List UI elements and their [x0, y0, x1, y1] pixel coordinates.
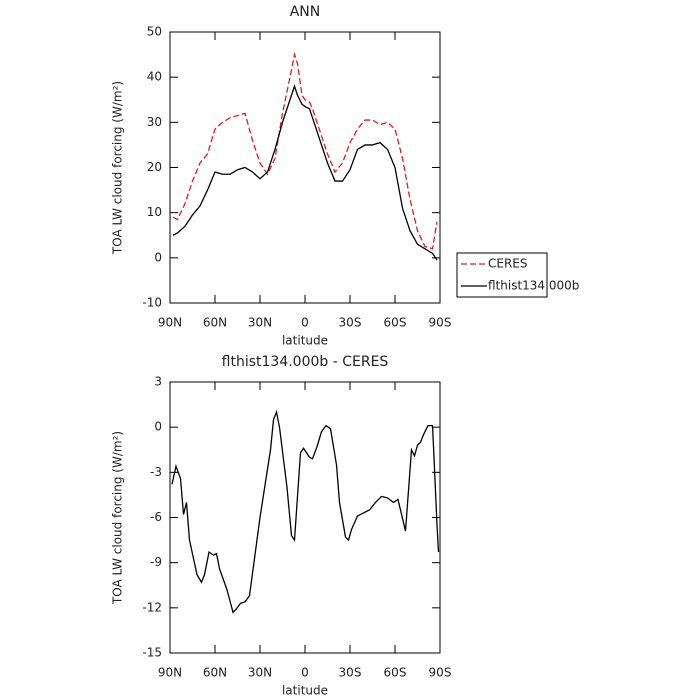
- x-axis-label: latitude: [282, 334, 328, 348]
- data-line: [172, 84, 438, 261]
- x-tick-label: 30S: [339, 666, 362, 680]
- y-tick-label: -9: [150, 555, 162, 569]
- y-tick-label: -12: [142, 600, 162, 614]
- x-tick-label: 60N: [203, 666, 227, 680]
- y-tick-label: 30: [147, 115, 162, 129]
- data-line: [171, 409, 440, 614]
- x-tick-label: 90N: [158, 666, 182, 680]
- x-tick-label: 90S: [429, 316, 452, 330]
- x-tick-label: 30S: [339, 316, 362, 330]
- chart-title: ANN: [290, 4, 321, 20]
- legend-label: flthist134.000b: [488, 279, 579, 293]
- chart-title: flthist134.000b - CERES: [222, 354, 389, 370]
- x-tick-label: 60S: [384, 316, 407, 330]
- y-axis-label: TOA LW cloud forcing (W/m²): [111, 431, 125, 605]
- data-line: [172, 52, 438, 250]
- plot-frame: [169, 31, 441, 304]
- y-tick-label: 3: [154, 375, 162, 389]
- y-tick-label: -10: [142, 296, 162, 310]
- x-tick-label: 90N: [158, 316, 182, 330]
- x-tick-label: 30N: [248, 666, 272, 680]
- y-tick-label: -3: [150, 465, 162, 479]
- y-tick-label: 50: [147, 25, 162, 39]
- y-axis-label: TOA LW cloud forcing (W/m²): [111, 81, 125, 255]
- plot-frame: [169, 381, 441, 654]
- y-tick-label: 40: [147, 70, 162, 84]
- y-tick-label: 10: [147, 205, 162, 219]
- x-tick-label: 60N: [203, 316, 227, 330]
- y-tick-label: 20: [147, 160, 162, 174]
- y-tick-label: 0: [154, 250, 162, 264]
- legend-box: [456, 252, 548, 298]
- x-axis-label: latitude: [282, 684, 328, 698]
- x-tick-label: 30N: [248, 316, 272, 330]
- x-tick-label: 90S: [429, 666, 452, 680]
- x-tick-label: 60S: [384, 666, 407, 680]
- x-tick-label: 0: [301, 316, 309, 330]
- y-tick-label: -15: [142, 646, 162, 660]
- y-tick-label: 0: [154, 420, 162, 434]
- y-tick-label: -6: [150, 510, 162, 524]
- x-tick-label: 0: [301, 666, 309, 680]
- legend-label: CERES: [488, 257, 528, 271]
